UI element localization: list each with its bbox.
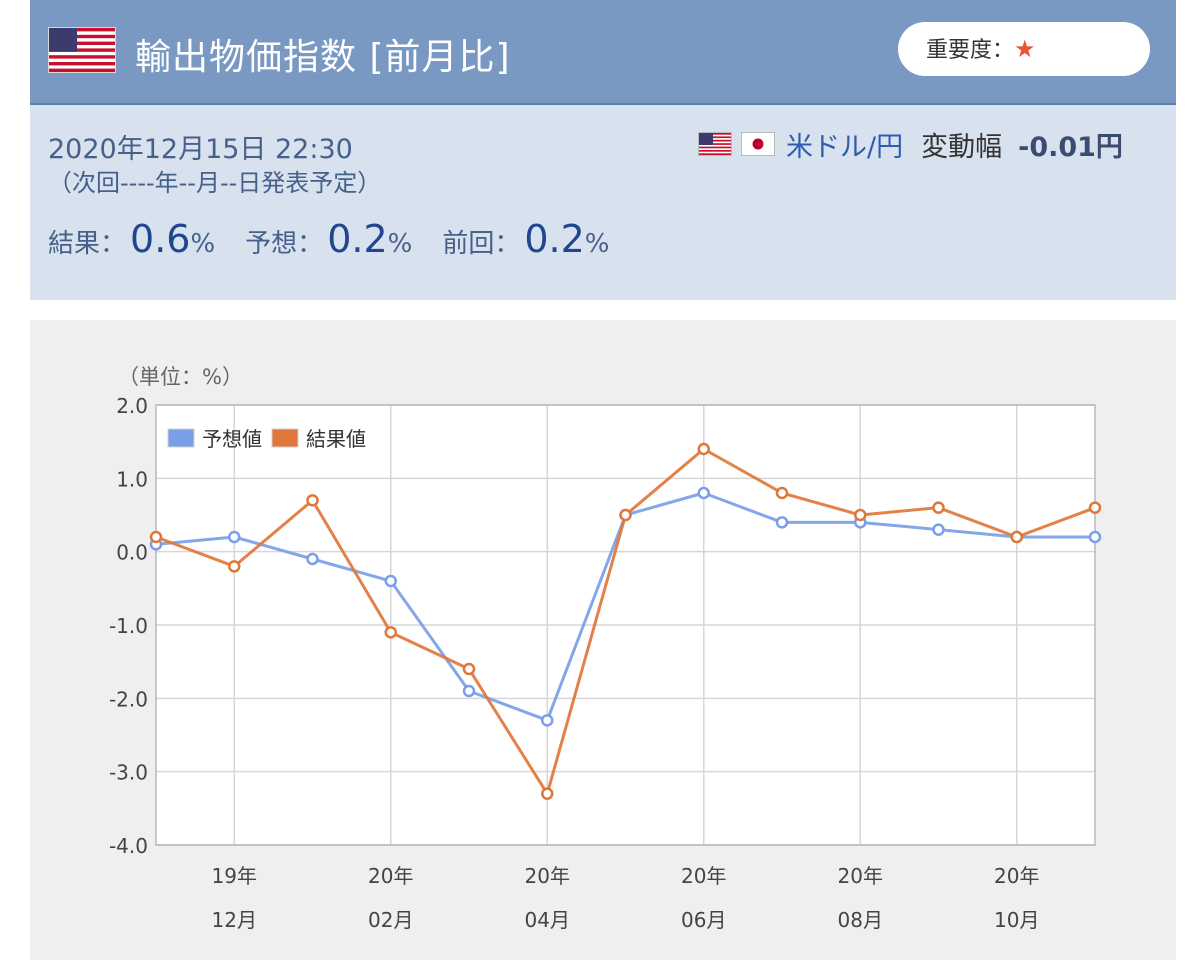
indicator-header: 輸出物価指数 [前月比] 重要度：★	[30, 0, 1176, 105]
x-tick-label: 20年	[525, 864, 570, 888]
previous-value: 0.2	[524, 217, 585, 261]
previous-label: 前回：	[442, 229, 521, 259]
x-tick-label: 20年	[838, 864, 883, 888]
line-chart: 2.0 1.0 0.0 -1.0 -2.0 -3.0 -4.0 19年 12月 20年 02月 20年…	[109, 365, 1102, 932]
currency-pair-link[interactable]: 米ドル/円	[786, 131, 904, 163]
release-datetime: 2020年12月15日 22:30	[48, 134, 353, 165]
forecast-label: 予想：	[245, 229, 324, 259]
data-point	[384, 626, 397, 639]
y-tick-label: 2.0	[116, 394, 148, 418]
result-label: 結果：	[48, 229, 127, 259]
x-tick-label: 10月	[994, 908, 1039, 932]
data-point	[697, 486, 710, 500]
x-tick-label: 20年	[994, 864, 1039, 888]
data-point	[1088, 501, 1102, 514]
y-tick-label: -3.0	[109, 761, 148, 785]
plot-border	[155, 404, 1096, 846]
data-point	[775, 516, 789, 529]
data-point	[775, 486, 789, 500]
change-label: 変動幅	[921, 131, 1003, 163]
chart-panel: 2.0 1.0 0.0 -1.0 -2.0 -3.0 -4.0 19年 12月 20年 02月 20年…	[30, 320, 1176, 960]
forecast-value: 0.2	[327, 217, 388, 261]
change-value: -0.01円	[1018, 131, 1123, 163]
y-tick-label: -1.0	[109, 614, 148, 638]
data-point	[697, 442, 710, 456]
x-tick-label: 08月	[838, 908, 883, 932]
y-tick-label: -2.0	[109, 687, 148, 711]
data-point	[619, 508, 632, 522]
legend-label: 予想値	[202, 427, 262, 451]
unit-label: （単位：%）	[118, 365, 243, 389]
legend-label: 結果値	[306, 427, 366, 451]
data-point	[932, 501, 945, 514]
y-tick-label: -4.0	[109, 834, 148, 858]
stats-row: 結果： 0.6 % 予想： 0.2 % 前回： 0.2 %	[48, 217, 640, 261]
importance-badge: 重要度：★	[898, 22, 1150, 76]
jp-flag-icon	[741, 132, 775, 156]
data-point	[541, 787, 554, 800]
x-tick-label: 12月	[212, 908, 257, 932]
x-tick-label: 06月	[681, 908, 726, 932]
importance-label: 重要度：	[926, 38, 1015, 63]
data-point	[541, 714, 554, 727]
star-icon: ★	[1014, 35, 1036, 63]
x-tick-label: 04月	[525, 908, 570, 932]
x-tick-label: 19年	[212, 864, 257, 888]
x-tick-label: 20年	[368, 864, 413, 888]
x-tick-label: 02月	[368, 908, 413, 932]
x-tick-label: 20年	[681, 864, 726, 888]
result-unit: %	[190, 229, 216, 259]
result-value: 0.6	[130, 217, 191, 261]
page-title: 輸出物価指数 [前月比]	[135, 37, 511, 78]
data-point	[306, 494, 319, 507]
data-point	[462, 662, 476, 676]
data-point	[1088, 530, 1102, 544]
data-point	[932, 523, 945, 536]
release-info-panel: 2020年12月15日 22:30 （次回----年--月--日発表予定） 米ド…	[30, 105, 1176, 300]
data-point	[149, 530, 163, 544]
previous-unit: %	[584, 229, 610, 259]
data-point	[854, 508, 867, 522]
forecast-unit: %	[387, 229, 413, 259]
next-release: （次回----年--月--日発表予定）	[48, 169, 382, 197]
data-point	[384, 574, 397, 588]
data-point	[306, 552, 319, 566]
us-flag-icon	[698, 132, 732, 156]
legend-swatch	[271, 428, 299, 448]
data-point	[228, 560, 241, 573]
y-tick-label: 1.0	[116, 467, 148, 491]
us-flag-icon	[48, 27, 116, 73]
currency-pair-area: 米ドル/円 変動幅 -0.01円	[698, 127, 1123, 163]
data-point	[228, 530, 241, 544]
data-point	[462, 684, 476, 698]
data-point	[1010, 530, 1023, 544]
legend-swatch	[167, 428, 195, 448]
y-tick-label: 0.0	[116, 541, 148, 565]
